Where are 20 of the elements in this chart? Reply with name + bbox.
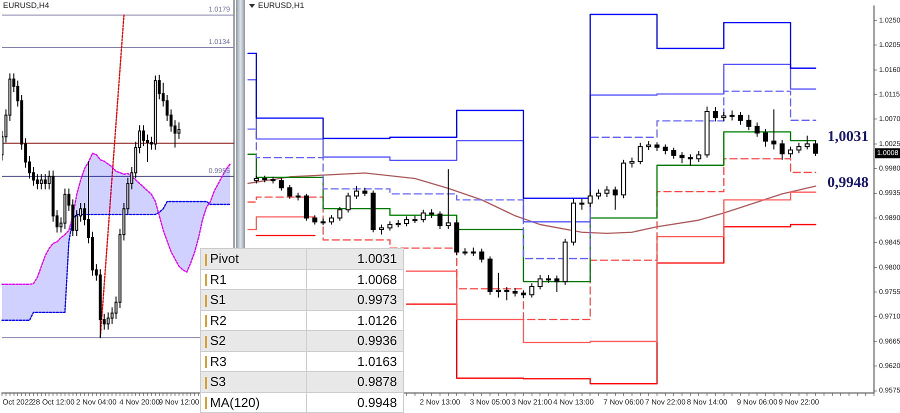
- annotation: 1,0031: [827, 128, 869, 145]
- category-label: S3: [200, 372, 306, 392]
- data-label: 0.9878: [306, 372, 404, 392]
- category-label: Pivot: [200, 248, 306, 269]
- category-label: MA(120): [200, 392, 306, 412]
- chart-title: EURUSD,H1: [258, 1, 304, 10]
- data-label: 0.9948: [306, 392, 404, 412]
- category-label: R2: [200, 310, 306, 330]
- category-label: S2: [200, 330, 306, 351]
- data-label: 1.0068: [306, 269, 404, 290]
- annotation: 0,9948: [827, 175, 869, 192]
- chart-title: EURUSD,H4: [3, 1, 50, 10]
- data-label: 0.9936: [306, 330, 404, 351]
- data-label: 0.9973: [306, 290, 404, 310]
- category-label: S1: [200, 290, 306, 310]
- category-label: R3: [200, 351, 306, 372]
- category-label: R1: [200, 269, 306, 290]
- data-label: 1.0163: [306, 351, 404, 372]
- data-label: 1.0126: [306, 310, 404, 330]
- data-label: 1.0031: [306, 248, 404, 269]
